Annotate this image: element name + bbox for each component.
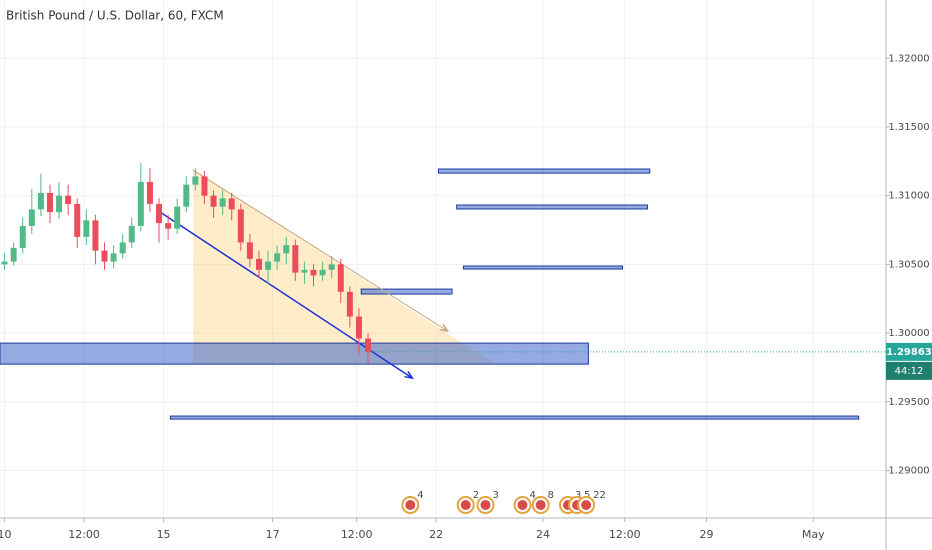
candle-body [192, 176, 199, 185]
price-zone [169, 415, 860, 420]
event-flag [460, 500, 471, 510]
candle-body [46, 192, 53, 213]
plot-area [0, 0, 886, 518]
chart-title: British Pound / U.S. Dollar, 60, FXCM [6, 9, 224, 23]
y-tick-label: 1.31500 [888, 122, 929, 133]
candle-body [19, 225, 26, 248]
event-label: 5 [584, 490, 590, 501]
candle-body [219, 198, 226, 207]
candle-body [319, 269, 326, 276]
candle-body [310, 269, 317, 276]
x-tick-label: 12:00 [609, 528, 641, 541]
y-tick-label: 1.29500 [888, 397, 929, 408]
x-tick-label: 17 [266, 528, 280, 541]
price-zone [456, 204, 648, 210]
candle-body [328, 264, 335, 270]
x-tick-label: May [802, 528, 825, 541]
x-tick-label: 24 [536, 528, 550, 541]
candle-body [10, 247, 17, 262]
candle-body [228, 198, 235, 210]
y-tick-label: 1.31000 [888, 191, 929, 202]
candle-body [237, 209, 244, 243]
event-flag [480, 500, 491, 510]
x-tick-label: 12:00 [68, 528, 100, 541]
candle-body [137, 181, 144, 226]
event-label: 3 [492, 490, 498, 501]
candle-body [201, 176, 208, 196]
candle-body [365, 338, 372, 353]
candle-body [183, 184, 190, 207]
candle-body [83, 220, 90, 237]
last-price-label: 1.29863 [886, 347, 932, 358]
x-tick-label: 12:00 [341, 528, 373, 541]
event-label: 4 [530, 490, 536, 501]
candle-body [174, 206, 181, 229]
y-tick-label: 1.32000 [888, 53, 929, 64]
y-tick-label: 1.29000 [888, 465, 929, 476]
candle-body [355, 316, 362, 339]
candle-body [246, 242, 253, 259]
candle-body [255, 258, 262, 270]
candle-body [156, 203, 163, 224]
candle-body [56, 195, 63, 213]
triangle-pattern [193, 170, 496, 365]
x-tick-label: 29 [700, 528, 714, 541]
candle-body [37, 192, 44, 210]
candle-body [28, 209, 35, 226]
trend-line-head [439, 323, 450, 333]
last-price-box [886, 342, 932, 361]
y-tick-label: 1.30000 [888, 328, 929, 339]
candle-body [92, 220, 99, 251]
x-tick-label: 22 [429, 528, 443, 541]
candle-body [101, 250, 108, 262]
candle-body [337, 264, 344, 292]
candle-body [74, 203, 81, 237]
candle-body [128, 225, 135, 243]
candle-body [110, 253, 117, 262]
x-tick-label: 15 [157, 528, 171, 541]
event-flag [535, 500, 546, 510]
candle-body [274, 253, 281, 262]
price-zone [0, 342, 589, 365]
candle-body [301, 269, 308, 273]
countdown-label: 44:12 [895, 366, 924, 377]
event-flag [581, 500, 592, 510]
event-label: 22 [593, 490, 606, 501]
price-zone [360, 288, 453, 295]
y-tick-label: 1.30500 [888, 259, 929, 270]
event-label: 2 [473, 490, 479, 501]
trend-line [192, 169, 448, 332]
candle-body [265, 261, 272, 270]
event-flag [517, 500, 528, 510]
event-flag [405, 500, 416, 510]
candle-body [283, 245, 290, 254]
candle-body [65, 195, 72, 204]
x-tick-label: 10 [0, 528, 12, 541]
countdown-box [886, 361, 932, 380]
candle-body [210, 195, 217, 207]
candle-body [119, 242, 126, 254]
event-label: 3 [575, 490, 581, 501]
event-label: 4 [417, 490, 423, 501]
candle-body [165, 223, 172, 229]
event-label: 8 [548, 490, 554, 501]
candle-body [292, 245, 299, 273]
candle-body [1, 261, 8, 265]
price-zone [462, 265, 623, 270]
channel-arrow-head [404, 371, 414, 380]
candle-body [146, 181, 153, 204]
price-zone [437, 168, 651, 174]
candle-body [346, 291, 353, 317]
